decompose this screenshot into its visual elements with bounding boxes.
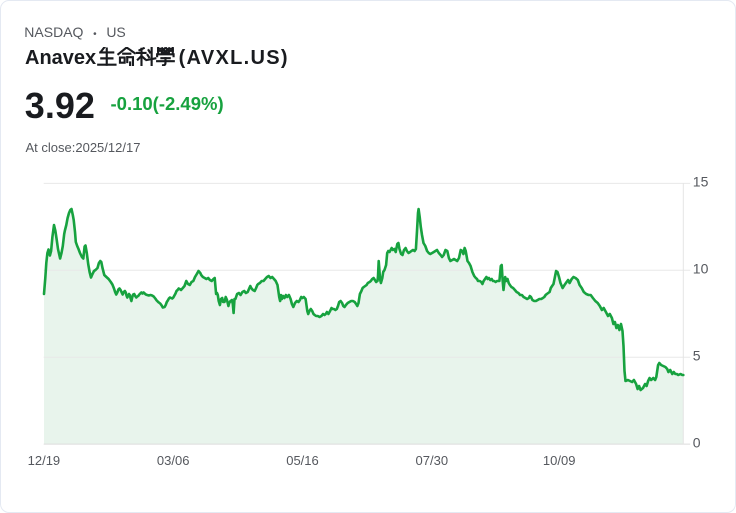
svg-text:10/09: 10/09 [543, 453, 576, 468]
svg-text:07/30: 07/30 [416, 453, 449, 468]
svg-text:12/19: 12/19 [28, 453, 61, 468]
svg-text:03/06: 03/06 [157, 453, 190, 468]
svg-text:15: 15 [693, 174, 709, 190]
svg-text:05/16: 05/16 [286, 453, 319, 468]
svg-text:5: 5 [693, 347, 701, 363]
svg-text:10: 10 [693, 261, 709, 277]
svg-text:0: 0 [693, 434, 701, 450]
